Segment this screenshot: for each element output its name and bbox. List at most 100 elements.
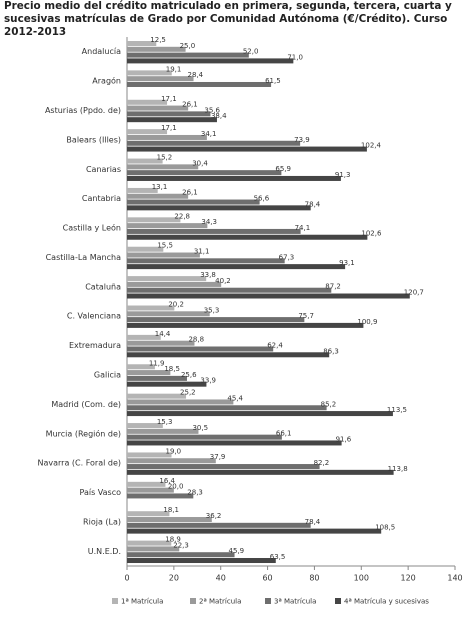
bar [127,105,189,111]
bar [127,187,158,193]
value-label: 66,1 [276,430,292,438]
bar [127,175,341,181]
x-tick-label: 0 [124,574,129,583]
bar [127,217,181,223]
value-label: 28,4 [188,71,204,79]
bar [127,81,272,87]
bar [127,258,285,264]
bar [127,99,168,105]
value-label: 63,5 [270,553,286,561]
value-label: 40,2 [215,277,231,285]
value-label: 26,1 [182,101,198,109]
legend-swatch [112,598,118,604]
bar [127,164,199,170]
category-label: Murcia (Región de) [46,428,121,438]
bar [127,423,163,429]
value-label: 100,9 [357,318,377,326]
bar [127,540,172,546]
legend-swatch [265,598,271,604]
bar [127,399,234,405]
value-label: 15,3 [157,418,173,426]
value-label: 78,4 [305,518,321,526]
bar [127,334,161,340]
bar [127,464,320,470]
bar [127,364,155,370]
category-label: C. Valenciana [67,312,121,321]
bar [127,411,393,417]
bar [127,511,170,517]
value-label: 22,3 [173,541,189,549]
legend-label: 1ª Matrícula [121,598,163,606]
value-label: 12,5 [150,36,166,44]
category-label: Madrid (Com. de) [51,400,121,409]
value-label: 34,1 [201,130,217,138]
bar [127,346,274,352]
value-label: 28,8 [188,336,204,344]
bar [127,199,260,205]
value-label: 31,1 [194,248,210,256]
bar [127,487,174,493]
value-label: 86,3 [323,347,339,355]
value-label: 33,8 [200,271,216,279]
category-label: Castilla y León [63,223,121,233]
legend-label: 3ª Matrícula [274,598,316,606]
value-label: 52,0 [243,48,259,56]
value-label: 108,5 [375,524,395,532]
category-label: Galicia [94,370,121,379]
bar [127,352,330,358]
bar [127,276,207,282]
value-label: 36,2 [206,512,222,520]
value-label: 56,6 [254,195,270,203]
value-label: 25,6 [181,371,197,379]
bar [127,193,189,199]
value-label: 45,9 [229,547,245,555]
value-label: 18,5 [164,365,180,373]
x-tick-label: 80 [309,574,319,583]
value-label: 33,9 [200,377,216,385]
value-label: 85,2 [321,400,337,408]
bar [127,111,211,117]
x-tick-label: 20 [169,574,179,583]
bar [127,370,171,376]
value-label: 16,4 [159,477,175,485]
value-label: 38,4 [211,112,227,120]
value-label: 15,2 [157,154,173,162]
category-label: Balears (Illes) [66,135,121,144]
value-label: 82,2 [314,459,330,467]
category-label: Navarra (C. Foral de) [38,459,122,468]
bar [127,58,294,64]
value-label: 37,9 [210,453,226,461]
value-label: 78,4 [305,200,321,208]
bar [127,293,410,299]
value-label: 30,5 [192,424,208,432]
value-label: 91,3 [335,171,351,179]
bar [127,517,212,523]
bar [127,440,342,446]
category-label: U.N.E.D. [88,547,121,556]
value-label: 11,9 [149,359,165,367]
value-label: 19,1 [166,65,182,73]
bar [127,287,332,293]
bar [127,129,168,135]
value-label: 35,6 [204,106,220,114]
bar [127,117,217,123]
bar [127,317,305,323]
category-label: Rioja (La) [83,517,121,526]
legend-swatch [190,598,196,604]
value-label: 93,1 [339,259,355,267]
value-label: 120,7 [404,289,424,297]
bar [127,528,382,534]
bar [127,228,301,234]
value-label: 18,9 [165,536,181,544]
value-label: 73,9 [294,136,310,144]
category-label: Cataluña [85,282,121,291]
value-label: 25,0 [180,42,196,50]
value-label: 26,1 [182,189,198,197]
legend-swatch [335,598,341,604]
bar [127,381,207,387]
value-label: 102,6 [361,230,382,238]
bar [127,223,208,229]
bar [127,158,163,164]
value-label: 74,1 [295,224,311,232]
value-label: 113,8 [388,465,408,473]
